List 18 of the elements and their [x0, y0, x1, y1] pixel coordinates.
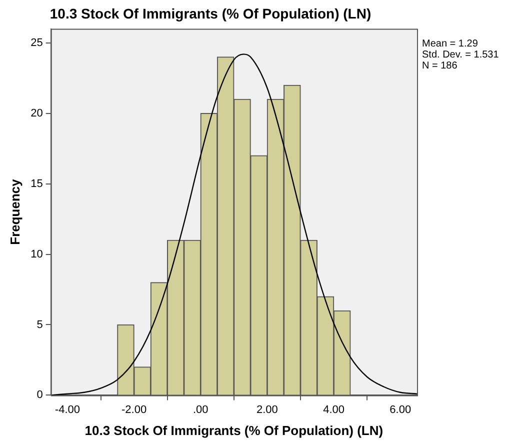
y-tick-label: 25 — [30, 36, 43, 49]
text: N = 186 — [422, 60, 458, 72]
text: Mean = 1.29 — [422, 38, 478, 50]
x-tick-label: 4.00 — [323, 404, 344, 416]
text: Std. Dev. = 1.531 — [422, 50, 500, 61]
x-tick-label: 6.00 — [390, 404, 412, 416]
x-axis-title: 10.3 Stock Of Immigrants (% Of Population) (LN) — [84, 422, 384, 438]
y-tick-label: 20 — [30, 107, 43, 120]
x-tick-label: -4.00 — [54, 404, 80, 416]
chart-title: 10.3 Stock Of Immigrants (% Of Population) (LN) — [50, 5, 372, 22]
y-tick-label: 5 — [36, 318, 43, 331]
y-tick-label: 10 — [30, 248, 43, 260]
x-tick-label: .00 — [192, 404, 208, 416]
y-axis-title: Frequency — [7, 178, 22, 245]
x-tick-label: -2.00 — [122, 404, 147, 416]
y-tick-label: 15 — [30, 178, 43, 190]
x-tick-label: 2.00 — [256, 404, 278, 416]
y-tick-label: 0 — [36, 389, 43, 402]
